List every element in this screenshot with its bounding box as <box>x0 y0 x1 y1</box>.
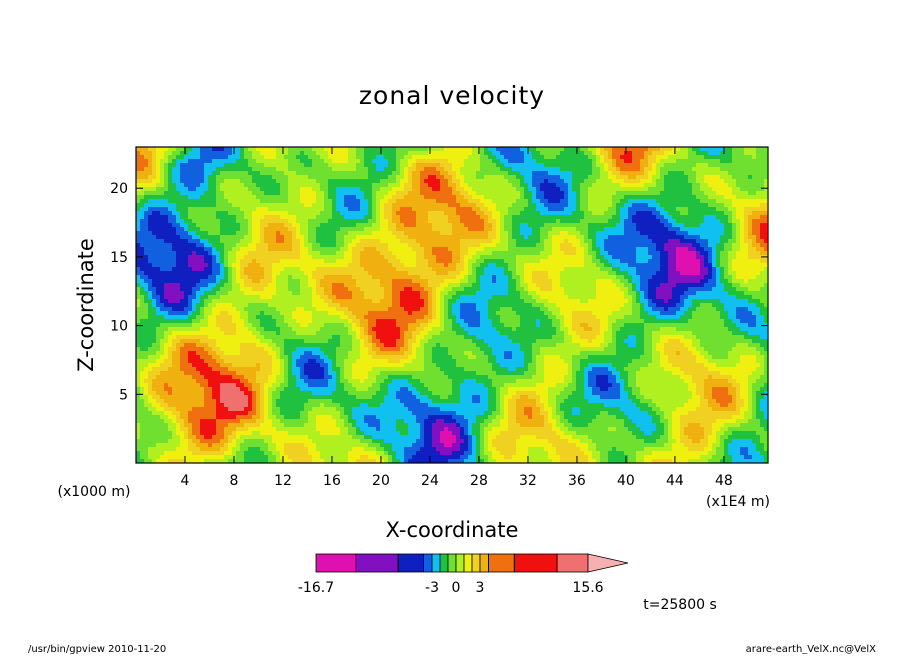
x-tick-label: 4 <box>181 473 190 489</box>
x-tick-label: 36 <box>568 473 586 489</box>
colorbar-swatch <box>316 554 356 572</box>
colorbar-mid-label: 3 <box>476 580 485 596</box>
x-tick-label: 8 <box>230 473 239 489</box>
colorbar-swatch <box>514 554 557 572</box>
x-tick-label: 24 <box>421 473 439 489</box>
colorbar-swatch <box>424 554 432 572</box>
footer-left: /usr/bin/gpview 2010-11-20 <box>28 644 166 654</box>
x-tick-label: 32 <box>519 473 537 489</box>
x-tick-label: 20 <box>372 473 390 489</box>
time-label: t=25800 s <box>643 597 717 613</box>
colorbar-swatch <box>440 554 448 572</box>
colorbar-swatch <box>480 554 489 572</box>
y-tick-label: 15 <box>110 250 128 266</box>
colorbar-swatch <box>398 554 423 572</box>
x-tick-label: 48 <box>715 473 733 489</box>
colorbar-min-label: -16.7 <box>298 580 334 596</box>
colorbar-swatch <box>432 554 440 572</box>
x-tick-label: 44 <box>666 473 684 489</box>
x-tick-label: 12 <box>274 473 292 489</box>
chart-title: zonal velocity <box>359 81 545 110</box>
colorbar-swatch <box>557 554 588 572</box>
x-tick-label: 40 <box>617 473 635 489</box>
colorbar-swatch <box>489 554 515 572</box>
colorbar-extension-arrow <box>588 554 628 572</box>
y-tick-label: 20 <box>110 181 128 197</box>
y-tick-label: 5 <box>119 387 128 403</box>
y-unit-label: (x1000 m) <box>58 484 131 500</box>
plot-area <box>136 147 769 464</box>
colorbar-mid-label: -3 <box>425 580 439 596</box>
colorbar-max-label: 15.6 <box>572 580 603 596</box>
colorbar <box>316 554 628 572</box>
x-axis-label: X-coordinate <box>386 518 519 542</box>
colorbar-swatch <box>456 554 464 572</box>
colorbar-mid-label: 0 <box>452 580 461 596</box>
x-unit-label: (x1E4 m) <box>706 494 770 510</box>
footer-right: arare-earth_VelX.nc@VelX <box>746 644 877 654</box>
x-tick-label: 28 <box>470 473 488 489</box>
x-tick-label: 16 <box>323 473 341 489</box>
y-axis-label: Z-coordinate <box>74 238 98 372</box>
colorbar-swatch <box>448 554 456 572</box>
y-tick-label: 10 <box>110 319 128 335</box>
velocity-field <box>136 147 769 464</box>
colorbar-swatch <box>464 554 472 572</box>
colorbar-swatch <box>472 554 480 572</box>
colorbar-swatch <box>356 554 398 572</box>
